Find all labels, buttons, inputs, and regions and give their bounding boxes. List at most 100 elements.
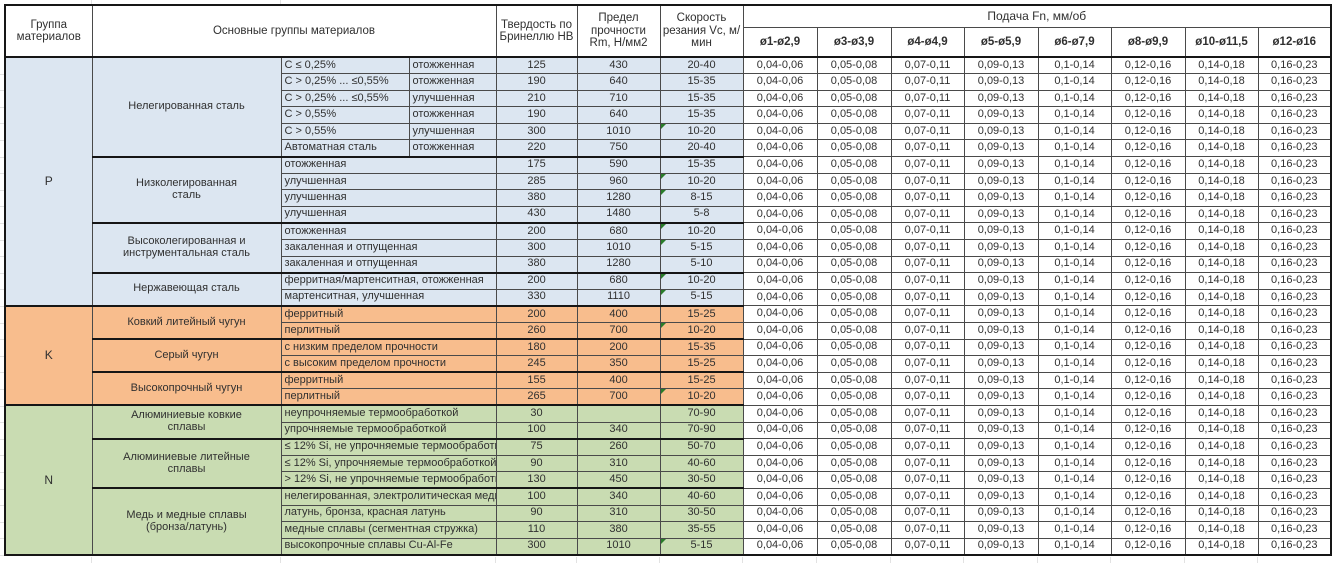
feed-value-cell: 0,09-0,13 [963,504,1039,523]
gridline-stub [0,73,4,75]
cutting-speed-cell: 15-25 [659,304,744,323]
feed-value-cell: 0,09-0,13 [963,288,1039,307]
feed-value-cell: 0,16-0,23 [1257,156,1332,174]
hardness-cell: 200 [495,221,578,241]
cutting-speed-cell: 40-60 [659,454,744,473]
feed-value-cell: 0,14-0,18 [1184,89,1259,108]
feed-value-cell: 0,09-0,13 [963,122,1039,141]
feed-value-cell: 0,12-0,16 [1110,255,1186,274]
feed-value-cell: 0,1-0,14 [1037,205,1112,224]
strength-cell: 200 [576,338,661,357]
strength-cell: 1010 [576,239,661,257]
feed-value-cell: 0,05-0,08 [816,504,892,523]
gridline-stub [0,538,4,540]
gridline-stub [0,505,4,507]
cutting-speed-cell: 10-20 [659,172,744,191]
feed-value-cell: 0,05-0,08 [816,537,892,556]
feed-value-cell: 0,1-0,14 [1037,421,1112,440]
feed-value-cell: 0,07-0,11 [890,322,965,340]
feed-value-cell: 0,07-0,11 [890,139,965,158]
cutting-speed-cell: 15-25 [659,355,744,373]
table-row: Автоматная сталь отожженная 220 750 20-40 0,0… [5,139,1332,158]
strength-cell: 700 [576,388,661,406]
feed-value-cell: 0,04-0,06 [742,288,818,307]
feed-value-cell: 0,09-0,13 [963,388,1039,406]
feed-value-cell: 0,14-0,18 [1184,388,1259,406]
feed-value-cell: 0,09-0,13 [963,421,1039,440]
feed-value-cell: 0,16-0,23 [1257,205,1332,224]
feed-value-cell: 0,04-0,06 [742,89,818,108]
cutting-speed-cell: 30-50 [659,504,744,523]
feed-value-cell: 0,04-0,06 [742,222,818,241]
strength-cell: 700 [576,322,661,340]
gridline-stub [963,557,964,563]
cutting-speed-cell: 15-35 [659,155,744,174]
feed-value-cell: 0,14-0,18 [1184,355,1259,373]
error-indicator-triangle-icon [661,290,666,295]
feed-value-cell: 0,07-0,11 [890,438,965,456]
table-row: закаленная и отпущенная 300 1010 5-15 0,04-0… [5,239,1332,257]
feed-value-cell: 0,07-0,11 [890,106,965,124]
strength-cell: 450 [576,471,661,489]
header-feed-d2: ø3-ø3,9 [816,26,892,58]
material-description-cell: > 12% Si, не упрочняемые термообработкой [280,471,497,489]
hardness-cell: 330 [495,288,578,307]
strength-cell: 340 [576,421,661,440]
feed-value-cell: 0,14-0,18 [1184,421,1259,440]
cutting-data-table: Группа материалов Основные группы матери… [4,4,1333,556]
feed-value-cell: 0,12-0,16 [1110,388,1186,406]
material-description-cell: ≤ 12% Si, не упрочняемые термообработкой [280,437,497,456]
feed-value-cell: 0,16-0,23 [1257,322,1332,340]
feed-value-cell: 0,07-0,11 [890,487,965,506]
feed-value-cell: 0,07-0,11 [890,471,965,489]
gridline-stub [0,90,4,92]
feed-value-cell: 0,12-0,16 [1110,454,1186,473]
feed-value-cell: 0,04-0,06 [742,404,818,423]
feed-value-cell: 0,04-0,06 [742,504,818,523]
hardness-cell: 265 [495,388,578,406]
feed-value-cell: 0,1-0,14 [1037,73,1112,91]
material-description-cell: улучшенная [280,172,497,191]
feed-value-cell: 0,1-0,14 [1037,338,1112,357]
hardness-cell: 260 [495,322,578,340]
feed-value-cell: 0,12-0,16 [1110,521,1186,539]
feed-value-cell: 0,04-0,06 [742,73,818,91]
feed-value-cell: 0,04-0,06 [742,122,818,141]
feed-value-cell: 0,1-0,14 [1037,404,1112,423]
feed-value-cell: 0,16-0,23 [1257,272,1332,290]
cutting-speed-cell: 70-90 [659,404,744,423]
material-description-cell: с низким пределом прочности [280,338,497,357]
hardness-cell: 200 [495,271,578,290]
hardness-cell: 125 [495,56,578,75]
feed-value-cell: 0,05-0,08 [816,338,892,357]
feed-value-cell: 0,05-0,08 [816,239,892,257]
material-condition-cell: C > 0,25% ... ≤0,55% [280,89,410,108]
feed-value-cell: 0,05-0,08 [816,487,892,506]
feed-value-cell: 0,05-0,08 [816,322,892,340]
feed-value-cell: 0,12-0,16 [1110,504,1186,523]
hardness-cell: 30 [495,404,578,423]
feed-value-cell: 0,05-0,08 [816,156,892,174]
hardness-cell: 430 [495,205,578,224]
cutting-speed-cell: 15-25 [659,371,744,390]
hardness-cell: 300 [495,239,578,257]
feed-value-cell: 0,12-0,16 [1110,222,1186,241]
feed-value-cell: 0,07-0,11 [890,355,965,373]
feed-value-cell: 0,1-0,14 [1037,371,1112,390]
feed-value-cell: 0,07-0,11 [890,239,965,257]
feed-value-cell: 0,14-0,18 [1184,255,1259,274]
subgroup-name-cell: Низколегированная сталь [91,155,282,224]
cutting-speed-cell: 10-20 [659,271,744,290]
feed-value-cell: 0,12-0,16 [1110,73,1186,91]
feed-value-cell: 0,07-0,11 [890,338,965,357]
feed-value-cell: 0,05-0,08 [816,272,892,290]
gridline-stub [0,405,4,407]
feed-value-cell: 0,04-0,06 [742,454,818,473]
table-row: высокопрочные сплавы Cu-Al-Fe 300 1010 5-15… [5,537,1332,556]
gridline-stub [0,472,4,473]
strength-cell: 960 [576,172,661,191]
feed-value-cell: 0,14-0,18 [1184,471,1259,489]
feed-value-cell: 0,05-0,08 [816,438,892,456]
header-feed-d8: ø12-ø16 [1257,26,1332,58]
